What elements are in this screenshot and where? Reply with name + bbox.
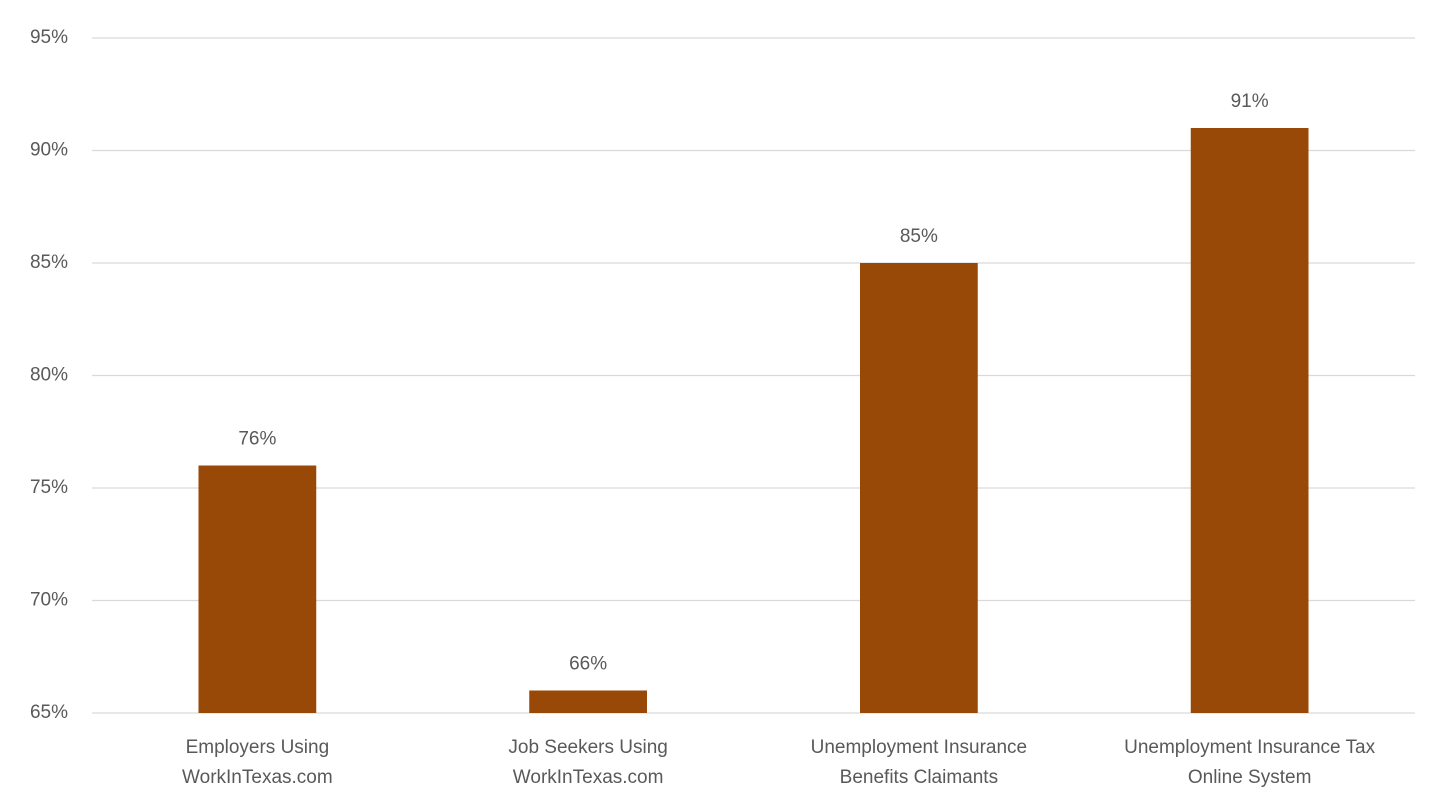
data-label: 76%: [238, 429, 276, 450]
x-tick-label: WorkInTexas.com: [182, 767, 333, 788]
y-tick-label: 70%: [30, 590, 68, 611]
x-tick-label: Job Seekers Using: [508, 737, 667, 758]
x-tick-label: WorkInTexas.com: [513, 767, 664, 788]
data-label: 66%: [569, 654, 607, 675]
x-tick-label: Online System: [1188, 767, 1312, 788]
bar: [198, 465, 317, 713]
y-tick-label: 65%: [30, 702, 68, 723]
x-tick-label: Employers Using: [186, 737, 330, 758]
x-tick-label: Unemployment Insurance Tax: [1124, 737, 1375, 758]
data-label: 85%: [900, 226, 938, 247]
bar: [1190, 128, 1309, 713]
y-tick-label: 90%: [30, 140, 68, 161]
y-tick-label: 80%: [30, 365, 68, 386]
x-tick-label: Benefits Claimants: [840, 767, 998, 788]
y-tick-label: 75%: [30, 477, 68, 498]
y-tick-label: 95%: [30, 27, 68, 48]
data-label: 91%: [1231, 91, 1269, 112]
bar: [529, 690, 647, 713]
x-tick-label: Unemployment Insurance: [811, 737, 1028, 758]
bar: [860, 263, 978, 713]
y-tick-label: 85%: [30, 252, 68, 273]
